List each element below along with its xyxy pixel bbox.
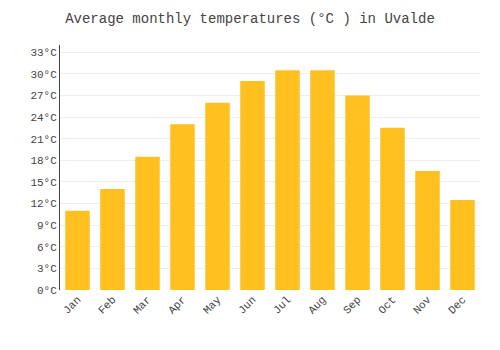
svg-text:Nov: Nov <box>411 294 434 317</box>
svg-text:33°C: 33°C <box>30 47 57 59</box>
svg-text:0°C: 0°C <box>37 285 57 297</box>
svg-text:18°C: 18°C <box>30 155 57 167</box>
svg-text:Dec: Dec <box>446 294 468 316</box>
svg-text:30°C: 30°C <box>30 69 57 81</box>
svg-text:Feb: Feb <box>96 294 118 316</box>
svg-text:3°C: 3°C <box>37 263 57 275</box>
svg-text:6°C: 6°C <box>37 242 57 254</box>
svg-text:Oct: Oct <box>376 294 398 316</box>
svg-text:Jan: Jan <box>61 294 83 316</box>
svg-text:Average monthly temperatures (: Average monthly temperatures (°C ) in Uv… <box>65 11 435 27</box>
svg-text:9°C: 9°C <box>37 220 57 232</box>
svg-text:Mar: Mar <box>131 294 153 316</box>
svg-text:Apr: Apr <box>166 294 188 316</box>
svg-text:15°C: 15°C <box>30 177 57 189</box>
svg-text:27°C: 27°C <box>30 90 57 102</box>
svg-text:Jul: Jul <box>271 294 293 316</box>
svg-text:24°C: 24°C <box>30 112 57 124</box>
svg-text:Aug: Aug <box>306 294 328 316</box>
svg-text:12°C: 12°C <box>30 198 57 210</box>
svg-text:Jun: Jun <box>236 294 258 316</box>
svg-text:Sep: Sep <box>341 294 363 316</box>
svg-text:May: May <box>201 294 224 317</box>
svg-text:21°C: 21°C <box>30 134 57 146</box>
